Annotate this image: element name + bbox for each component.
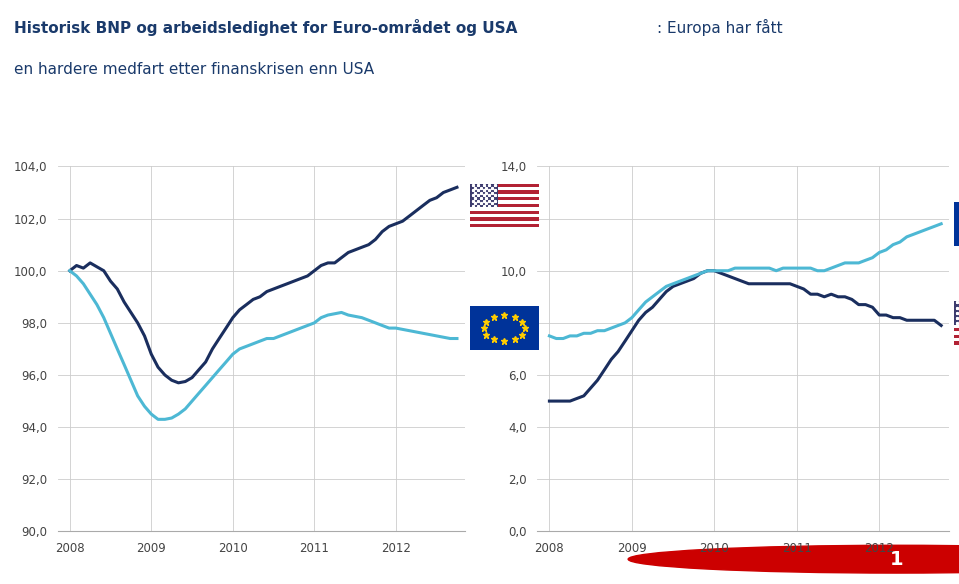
Circle shape — [628, 545, 959, 573]
Bar — [954, 301, 959, 325]
Text: Arbeidsledighet for USA og Euro-området i
prosent: Arbeidsledighet for USA og Euro-området … — [496, 111, 796, 144]
Bar — [470, 183, 539, 187]
Bar — [954, 308, 959, 311]
Bar — [954, 338, 959, 342]
Bar — [470, 204, 539, 207]
Bar — [954, 321, 959, 325]
Bar — [470, 194, 539, 197]
Bar — [954, 331, 959, 335]
Bar — [954, 335, 959, 338]
Bar — [470, 183, 498, 207]
Text: SMN: SMN — [806, 566, 830, 576]
Bar — [954, 311, 959, 314]
Text: BNP Indeksert for USA og Euro-området
med 2008 som 100: BNP Indeksert for USA og Euro-området me… — [16, 111, 296, 144]
Text: : Europa har fått: : Europa har fått — [657, 19, 783, 36]
Bar — [470, 200, 539, 204]
Text: 1: 1 — [890, 550, 903, 569]
Bar — [470, 217, 539, 221]
Bar — [954, 304, 959, 308]
Bar — [470, 221, 539, 224]
Text: Historisk BNP og arbeidsledighet for Euro-området og USA: Historisk BNP og arbeidsledighet for Eur… — [14, 19, 518, 36]
Text: SpareBank: SpareBank — [724, 545, 825, 563]
Text: en hardere medfart etter finanskrisen enn USA: en hardere medfart etter finanskrisen en… — [14, 62, 375, 77]
Bar — [470, 211, 539, 214]
Bar — [954, 328, 959, 331]
Bar — [954, 314, 959, 318]
Bar — [470, 214, 539, 217]
Bar — [954, 318, 959, 321]
Bar — [954, 325, 959, 328]
Bar — [470, 187, 539, 190]
Bar — [470, 197, 539, 200]
Bar — [470, 224, 539, 227]
Text: 12   Kilde: Perspektivmeldingen 2013: 12 Kilde: Perspektivmeldingen 2013 — [14, 552, 236, 565]
Bar — [954, 301, 959, 304]
Bar — [470, 207, 539, 211]
Bar — [954, 342, 959, 345]
Bar — [470, 190, 539, 194]
